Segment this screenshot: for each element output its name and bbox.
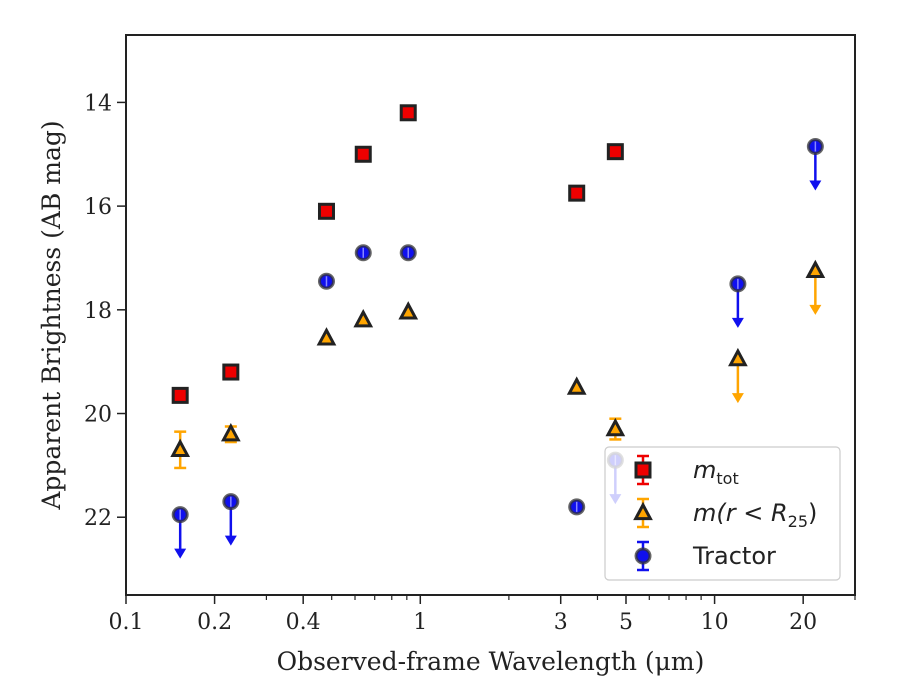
mr25-point bbox=[353, 308, 374, 328]
legend-marker-square bbox=[634, 461, 652, 479]
axis-ticks: 0.1 0.2 0.4 1 3 5 10 20 14 16 18 20 22 bbox=[84, 91, 856, 635]
mr25-point bbox=[170, 430, 191, 470]
mr25-point bbox=[728, 347, 748, 404]
mr25-marker-triangle bbox=[353, 308, 374, 328]
x-axis-label: Observed-frame Wavelength (μm) bbox=[277, 647, 705, 676]
y-tick-label: 14 bbox=[84, 91, 112, 116]
mr25-marker-triangle bbox=[728, 347, 748, 367]
plot-area bbox=[125, 34, 856, 596]
mtot-point bbox=[606, 143, 624, 161]
tractor-point bbox=[806, 137, 824, 191]
mtot-marker-square bbox=[317, 202, 335, 220]
legend-entry-mr25: m(r < R25) bbox=[633, 497, 817, 531]
mtot-marker-square bbox=[568, 184, 586, 202]
x-tick-label: 5 bbox=[619, 610, 633, 635]
mr25-point bbox=[398, 301, 419, 320]
mr25-point bbox=[316, 327, 337, 346]
tractor-upper-limit-arrow-head bbox=[174, 548, 187, 559]
y-tick-label: 22 bbox=[84, 506, 112, 531]
mtot-marker-square bbox=[171, 386, 189, 404]
legend: mtot m(r < R25) Tractor bbox=[604, 446, 841, 581]
mr25-point bbox=[805, 259, 826, 315]
mtot-marker-square bbox=[399, 104, 417, 122]
legend-label: m(r < R25) bbox=[693, 499, 817, 531]
tractor-point bbox=[568, 498, 586, 516]
x-tick-label: 1 bbox=[413, 610, 427, 635]
legend-marker-circle bbox=[634, 547, 652, 565]
mtot-point bbox=[317, 202, 335, 220]
y-tick-label: 18 bbox=[84, 299, 112, 324]
mtot-point bbox=[399, 104, 417, 122]
mtot-point bbox=[354, 145, 372, 163]
x-tick-label: 3 bbox=[554, 610, 568, 635]
mr25-marker-triangle bbox=[316, 327, 337, 346]
tractor-point bbox=[222, 493, 240, 546]
mtot-point bbox=[222, 363, 240, 381]
x-tick-label: 0.2 bbox=[197, 610, 232, 635]
mr25-point bbox=[566, 376, 587, 395]
mr25-point bbox=[605, 417, 626, 441]
tractor-upper-limit-arrow-head bbox=[731, 317, 744, 328]
tractor-point bbox=[729, 275, 747, 328]
legend-entry-mtot: mtot bbox=[634, 454, 739, 488]
legend-label: Tractor bbox=[692, 542, 776, 570]
x-tick-label: 10 bbox=[701, 610, 729, 635]
y-tick-label: 20 bbox=[84, 403, 112, 428]
mtot-point bbox=[171, 386, 189, 404]
series-mtot bbox=[171, 104, 624, 404]
mr25-upper-limit-arrow-head bbox=[731, 393, 744, 404]
mr25-marker-triangle bbox=[805, 259, 826, 279]
y-axis-label: Apparent Brightness (AB mag) bbox=[37, 120, 66, 510]
mtot-marker-square bbox=[606, 143, 624, 161]
legend-box bbox=[604, 446, 841, 581]
mtot-marker-square bbox=[354, 145, 372, 163]
mr25-marker-triangle bbox=[605, 417, 626, 437]
mtot-marker-square bbox=[222, 363, 240, 381]
tractor-point bbox=[399, 244, 417, 262]
tractor-upper-limit-arrow-head bbox=[809, 180, 822, 191]
legend-entry-tractor: Tractor bbox=[634, 540, 776, 572]
tractor-point bbox=[317, 272, 335, 290]
x-tick-label: 0.4 bbox=[286, 610, 321, 635]
mr25-upper-limit-arrow-head bbox=[809, 304, 822, 315]
mr25-marker-triangle bbox=[170, 438, 191, 457]
x-tick-label: 0.1 bbox=[109, 610, 144, 635]
mr25-marker-triangle bbox=[398, 301, 419, 320]
mr25-marker-triangle bbox=[220, 423, 241, 442]
tractor-point bbox=[171, 506, 189, 559]
x-tick-label: 20 bbox=[789, 610, 817, 635]
mr25-marker-triangle bbox=[566, 376, 587, 395]
tractor-upper-limit-arrow-head bbox=[224, 535, 237, 546]
y-tick-label: 16 bbox=[84, 195, 112, 220]
series-mr25 bbox=[170, 259, 826, 470]
legend-label: mtot bbox=[693, 456, 739, 488]
mtot-point bbox=[568, 184, 586, 202]
tractor-point bbox=[354, 244, 372, 262]
legend-marker-triangle bbox=[633, 501, 653, 521]
mr25-point bbox=[220, 423, 241, 444]
